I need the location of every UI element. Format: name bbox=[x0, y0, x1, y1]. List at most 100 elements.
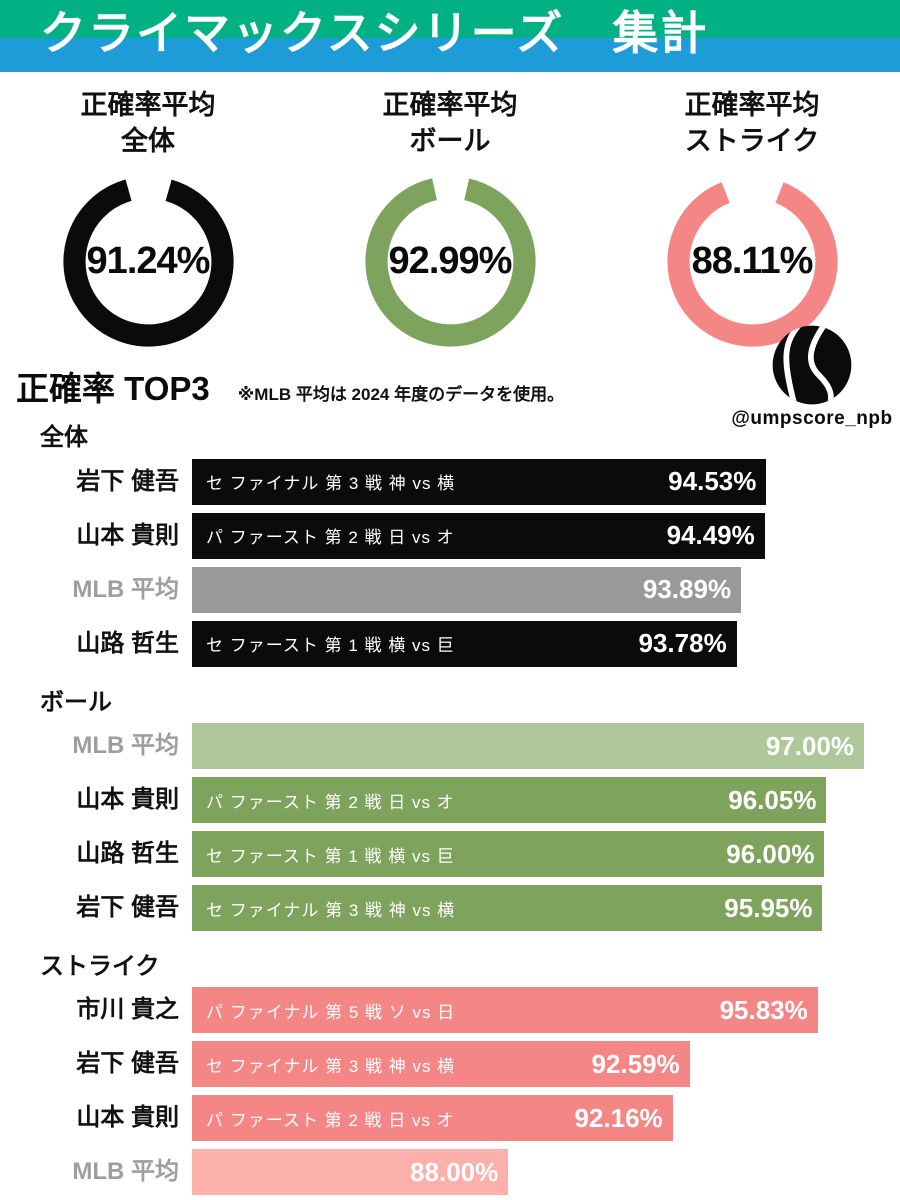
bar-row: MLB 平均 93.89% bbox=[0, 566, 900, 613]
header-band-top bbox=[0, 0, 900, 38]
donut-title: 正確率平均 ボール bbox=[324, 88, 576, 159]
bar-row: 山路 哲生 セ ファースト 第 1 戦 横 vs 巨 93.78% bbox=[0, 620, 900, 667]
section-label: ストライク bbox=[40, 953, 160, 981]
bar-game-label: セ ファースト 第 1 戦 横 vs 巨 bbox=[206, 636, 455, 656]
bar-name: MLB 平均 bbox=[72, 1158, 179, 1186]
bar-section: ストライク市川 貴之 パ ファイナル 第 5 戦 ソ vs 日 95.83% 岩下 健… bbox=[0, 951, 900, 1196]
donut-chart: 正確率平均ストライク 88.11% bbox=[626, 88, 878, 354]
bar: パ ファースト 第 2 戦 日 vs オ 94.49% bbox=[192, 512, 765, 559]
mlb-note: ※MLB 平均は 2024 年度のデータを使用。 bbox=[237, 385, 565, 405]
bar: セ ファイナル 第 3 戦 神 vs 横 95.95% bbox=[192, 885, 823, 932]
bar: パ ファースト 第 2 戦 日 vs オ 96.05% bbox=[192, 777, 827, 824]
bar: 93.89% bbox=[192, 566, 742, 613]
bar-row: 山本 貴則 パ ファースト 第 2 戦 日 vs オ 96.05% bbox=[0, 777, 900, 824]
bar-game-label: パ ファイナル 第 5 戦 ソ vs 日 bbox=[206, 1002, 456, 1022]
bar-row: 岩下 健吾 セ ファイナル 第 3 戦 神 vs 横 95.95% bbox=[0, 885, 900, 932]
bar-value-label: 95.83% bbox=[719, 994, 808, 1025]
donut-chart: 正確率平均全体 91.24% bbox=[22, 88, 274, 354]
branding: @umpscore_npb bbox=[728, 324, 896, 430]
bar-row: 市川 貴之 パ ファイナル 第 5 戦 ソ vs 日 95.83% bbox=[0, 987, 900, 1034]
header-band-bottom bbox=[0, 38, 900, 72]
donut-value-label: 88.11% bbox=[691, 240, 814, 283]
donut-ring: 88.11% bbox=[660, 169, 845, 354]
bar-section: ボール MLB 平均 97.00% 山本 貴則パ ファースト 第 2 戦 日 vs オ… bbox=[0, 687, 900, 932]
donut-value-label: 91.24% bbox=[86, 240, 211, 283]
bar-name: 山本 貴則 bbox=[76, 521, 179, 549]
bar-rows: MLB 平均 97.00% 山本 貴則 パ ファースト 第 2 戦 日 vs オ 96.… bbox=[0, 723, 900, 932]
bar-game-label: セ ファイナル 第 3 戦 神 vs 横 bbox=[206, 900, 456, 920]
bar-name: 岩下 健吾 bbox=[76, 467, 179, 495]
donut-charts: 正確率平均全体 91.24% 正確率平均ボール 92.99% 正確率平均ストライク 88.… bbox=[0, 88, 900, 354]
bar-sections: 全体 岩下 健吾セ ファイナル 第 3 戦 神 vs 横 94.53% 山本 貴則パ … bbox=[0, 422, 900, 1196]
bar-game-label: パ ファースト 第 2 戦 日 vs オ bbox=[206, 792, 455, 812]
donut-title-line2: ストライク bbox=[684, 125, 820, 156]
donut-title-line1: 正確率平均 bbox=[684, 90, 820, 120]
bar-value-label: 95.95% bbox=[724, 892, 813, 923]
bar-value-label: 96.00% bbox=[726, 838, 815, 869]
bar-name: 岩下 健吾 bbox=[76, 894, 179, 922]
bar-row: 岩下 健吾 セ ファイナル 第 3 戦 神 vs 横 94.53% bbox=[0, 458, 900, 505]
bar-value-label: 92.59% bbox=[591, 1048, 680, 1079]
top3-heading: 正確率 TOP3 bbox=[16, 370, 210, 408]
bar-value-label: 92.16% bbox=[574, 1102, 663, 1133]
bar-value-label: 97.00% bbox=[765, 730, 854, 761]
bar: 97.00% bbox=[192, 723, 864, 770]
bar-section: 全体 岩下 健吾セ ファイナル 第 3 戦 神 vs 横 94.53% 山本 貴則パ … bbox=[0, 422, 900, 667]
page-title: クライマックスシリーズ 集計 bbox=[40, 7, 709, 59]
tennis-ball-icon bbox=[772, 325, 852, 405]
bar-value-label: 93.78% bbox=[638, 628, 727, 659]
donut-title: 正確率平均 全体 bbox=[22, 88, 274, 159]
bar-name: 市川 貴之 bbox=[76, 996, 179, 1024]
bar-game-label: セ ファイナル 第 3 戦 神 vs 横 bbox=[206, 1056, 456, 1076]
bar-row: 山本 貴則 パ ファースト 第 2 戦 日 vs オ 92.16% bbox=[0, 1095, 900, 1142]
bar-row: 岩下 健吾 セ ファイナル 第 3 戦 神 vs 横 92.59% bbox=[0, 1041, 900, 1088]
bar-name: 山本 貴則 bbox=[76, 1104, 179, 1132]
bar-game-label: セ ファースト 第 1 戦 横 vs 巨 bbox=[206, 846, 455, 866]
header: クライマックスシリーズ 集計 bbox=[0, 0, 900, 72]
bar-value-label: 93.89% bbox=[642, 574, 732, 605]
donut-ring-svg bbox=[62, 176, 234, 347]
bar-name: MLB 平均 bbox=[72, 732, 179, 760]
bar: パ ファイナル 第 5 戦 ソ vs 日 95.83% bbox=[192, 987, 818, 1034]
donut-ring: 92.99% bbox=[358, 169, 543, 354]
account-handle: @umpscore_npb bbox=[731, 408, 893, 429]
donut-chart: 正確率平均ボール 92.99% bbox=[324, 88, 576, 354]
donut-title-line1: 正確率平均 bbox=[80, 90, 216, 120]
bar-rows: 市川 貴之パ ファイナル 第 5 戦 ソ vs 日 95.83% 岩下 健吾セ ファ… bbox=[0, 987, 900, 1196]
bar-value-label: 94.49% bbox=[666, 520, 755, 551]
donut-title-line2: 全体 bbox=[121, 125, 175, 156]
bar-game-label: セ ファイナル 第 3 戦 神 vs 横 bbox=[206, 474, 456, 494]
bar-name: 山路 哲生 bbox=[76, 840, 179, 868]
bar: 88.00% bbox=[192, 1149, 509, 1196]
bar-game-label: パ ファースト 第 2 戦 日 vs オ bbox=[206, 1110, 455, 1130]
section-label: 全体 bbox=[40, 424, 88, 452]
donut-ring: 91.24% bbox=[56, 169, 241, 354]
section-label: ボール bbox=[40, 688, 112, 716]
bar-row: MLB 平均 97.00% bbox=[0, 723, 900, 770]
bar-value-label: 88.00% bbox=[410, 1156, 499, 1187]
donut-title-line1: 正確率平均 bbox=[382, 90, 518, 120]
bar-row: 山路 哲生 セ ファースト 第 1 戦 横 vs 巨 96.00% bbox=[0, 831, 900, 878]
bar-game-label: パ ファースト 第 2 戦 日 vs オ bbox=[206, 528, 455, 548]
bar: セ ファースト 第 1 戦 横 vs 巨 93.78% bbox=[192, 620, 737, 667]
bar: パ ファースト 第 2 戦 日 vs オ 92.16% bbox=[192, 1095, 673, 1142]
bar-value-label: 96.05% bbox=[728, 784, 817, 815]
bar: セ ファースト 第 1 戦 横 vs 巨 96.00% bbox=[192, 831, 825, 878]
bar-value-label: 94.53% bbox=[668, 466, 757, 497]
donut-title: 正確率平均ストライク bbox=[626, 88, 878, 159]
bar-row: 山本 貴則 パ ファースト 第 2 戦 日 vs オ 94.49% bbox=[0, 512, 900, 559]
donut-ring-svg bbox=[666, 176, 838, 347]
bar-rows: 岩下 健吾セ ファイナル 第 3 戦 神 vs 横 94.53% 山本 貴則パ ファ… bbox=[0, 458, 900, 667]
donut-title-line2: ボール bbox=[409, 125, 491, 156]
top3-heading-row: 正確率 TOP3 ※MLB 平均は 2024 年度のデータを使用。 bbox=[0, 362, 900, 410]
bar-name: 岩下 健吾 bbox=[76, 1050, 179, 1078]
bar-name: 山本 貴則 bbox=[76, 786, 179, 814]
bar-name: MLB 平均 bbox=[72, 575, 179, 603]
bar-name: 山路 哲生 bbox=[76, 629, 179, 657]
donut-ring-svg bbox=[364, 176, 536, 347]
bar-row: MLB 平均 88.00% bbox=[0, 1149, 900, 1196]
bar: セ ファイナル 第 3 戦 神 vs 横 92.59% bbox=[192, 1041, 690, 1088]
donut-value-label: 92.99% bbox=[388, 240, 513, 283]
bar: セ ファイナル 第 3 戦 神 vs 横 94.53% bbox=[192, 458, 767, 505]
